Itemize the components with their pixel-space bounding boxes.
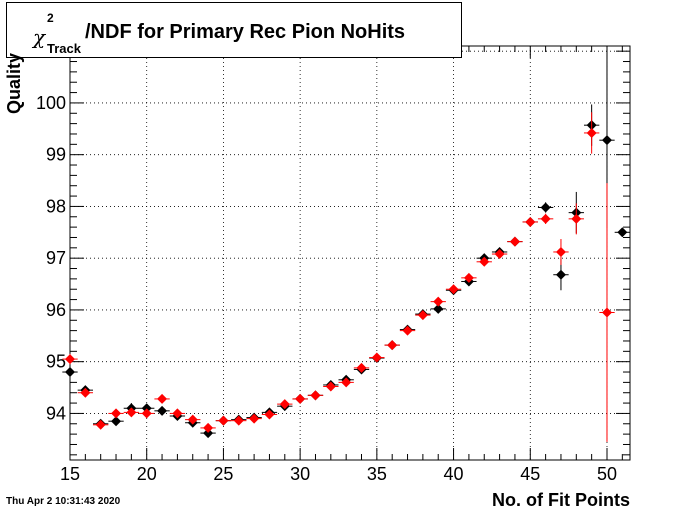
- data-point-red: [218, 415, 229, 426]
- x-tick-label: 35: [367, 464, 387, 484]
- data-point-red: [264, 409, 275, 420]
- data-point-red: [463, 272, 474, 283]
- y-tick-label: 99: [46, 145, 66, 165]
- data-point-red: [525, 216, 536, 227]
- data-point-red: [187, 414, 198, 425]
- x-axis-label: No. of Fit Points: [492, 490, 630, 510]
- x-tick-label: 15: [60, 464, 80, 484]
- x-tick-label: 25: [213, 464, 233, 484]
- x-tick-label: 30: [290, 464, 310, 484]
- data-point-red: [555, 246, 566, 257]
- data-point-black: [111, 416, 122, 427]
- data-point-red: [141, 408, 152, 419]
- title-superscript: 2: [47, 11, 54, 25]
- data-point-red: [233, 415, 244, 426]
- data-point-red: [157, 393, 168, 404]
- data-point-black: [555, 269, 566, 280]
- data-point-red: [586, 127, 597, 138]
- data-point-red: [325, 381, 336, 392]
- data-point-red: [65, 354, 75, 365]
- data-point-red: [295, 393, 306, 404]
- chart-title-box: χ 2 Track /NDF for Primary Rec Pion NoHi…: [6, 2, 462, 58]
- data-point-red: [279, 399, 290, 410]
- data-point-red: [571, 213, 582, 224]
- y-tick-label: 96: [46, 300, 66, 320]
- chart-title: /NDF for Primary Rec Pion NoHits: [85, 21, 406, 43]
- data-point-red: [341, 377, 352, 388]
- data-point-red: [479, 256, 490, 267]
- data-point-red: [509, 236, 520, 247]
- data-point-red: [448, 284, 459, 295]
- data-point-red: [387, 340, 398, 351]
- data-point-black: [540, 202, 551, 213]
- data-point-red: [172, 408, 183, 419]
- title-symbol: χ: [33, 25, 46, 49]
- data-point-red: [249, 413, 260, 424]
- data-point-black: [617, 227, 628, 238]
- data-point-black: [65, 367, 75, 378]
- data-point-black: [157, 405, 168, 416]
- data-point-black: [433, 303, 444, 314]
- y-tick-label: 100: [36, 93, 66, 113]
- y-tick-label: 95: [46, 352, 66, 372]
- data-point-red: [203, 422, 214, 433]
- data-point-black: [601, 135, 612, 146]
- data-point-red: [111, 408, 122, 419]
- y-axis-label: Quality: [4, 52, 24, 114]
- data-point-red: [402, 325, 413, 336]
- data-point-red: [417, 310, 428, 321]
- data-point-red: [126, 407, 137, 418]
- title-subscript: Track: [47, 41, 81, 56]
- data-point-red: [371, 352, 382, 363]
- y-tick-label: 98: [46, 196, 66, 216]
- y-tick-label: 97: [46, 248, 66, 268]
- data-point-red: [540, 213, 551, 224]
- data-point-red: [80, 387, 91, 398]
- data-point-red: [95, 419, 106, 430]
- x-tick-label: 20: [137, 464, 157, 484]
- data-point-red: [310, 390, 321, 401]
- timestamp: Thu Apr 2 10:31:43 2020: [6, 496, 121, 507]
- x-tick-label: 45: [520, 464, 540, 484]
- y-tick-label: 94: [46, 403, 66, 423]
- data-point-red: [356, 362, 367, 373]
- data-point-red: [433, 296, 444, 307]
- x-tick-label: 40: [444, 464, 464, 484]
- data-point-red: [494, 249, 505, 260]
- plot-frame: [69, 45, 631, 461]
- data-point-black: [203, 428, 214, 439]
- data-point-red: [601, 307, 612, 318]
- data-point-black: [141, 403, 152, 414]
- x-tick-label: 50: [597, 464, 617, 484]
